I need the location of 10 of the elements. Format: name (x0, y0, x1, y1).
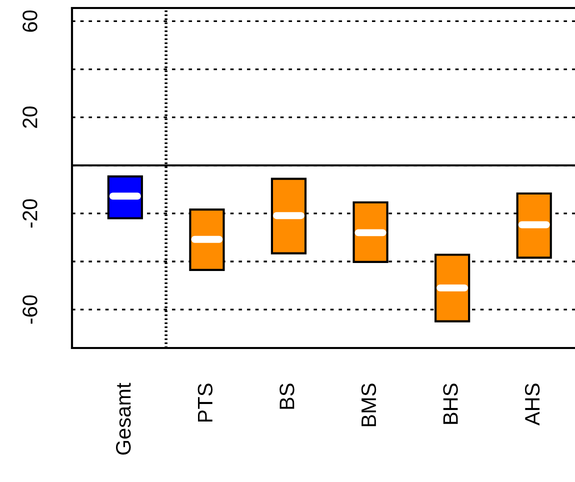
x-tick-label: AHS (524, 384, 540, 426)
y-tick-label: 20 (22, 106, 38, 128)
x-tick-label: BMS (361, 384, 376, 426)
y-tick-label: -20 (22, 199, 38, 228)
x-tick-label: BHS (443, 384, 458, 424)
y-tick-label: -60 (22, 295, 38, 324)
x-tick-label: Gesamt (116, 382, 131, 455)
x-tick-label: BS (280, 384, 294, 409)
x-tick-label: PTS (198, 384, 213, 422)
y-tick-label: 60 (22, 10, 38, 32)
